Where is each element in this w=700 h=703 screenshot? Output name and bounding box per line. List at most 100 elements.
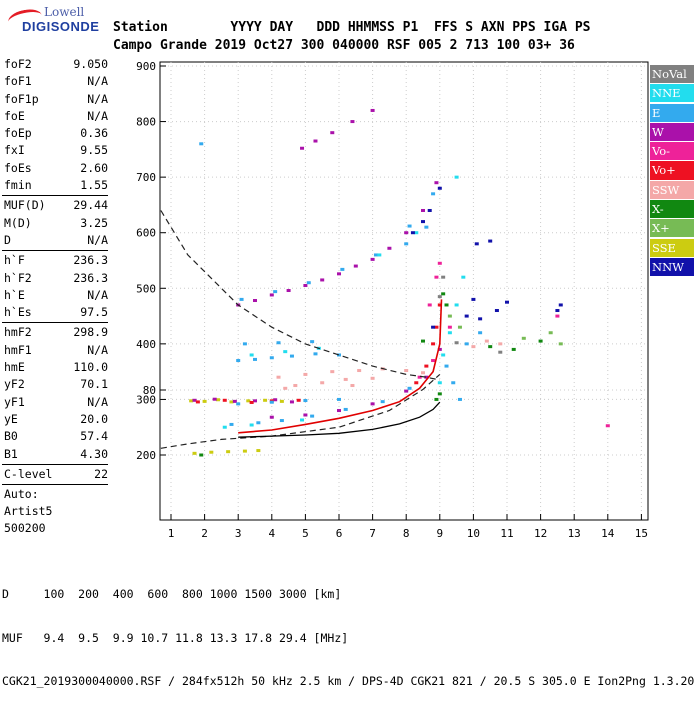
data-point — [303, 372, 308, 376]
data-point — [189, 399, 194, 403]
param-row: foF1 N/A — [2, 73, 108, 90]
param-label: hmF1 — [4, 342, 32, 357]
data-point — [441, 292, 446, 296]
data-point — [431, 325, 436, 329]
data-point — [330, 370, 335, 374]
data-point — [289, 400, 294, 404]
data-point — [249, 400, 254, 404]
x-tick-label: 8 — [403, 527, 410, 540]
param-value: N/A — [87, 394, 108, 409]
legend-item: E — [650, 103, 694, 122]
data-point — [471, 345, 476, 349]
param-row: hmF1 N/A — [2, 342, 108, 359]
data-point — [296, 398, 301, 402]
data-point — [464, 314, 469, 318]
data-point — [242, 449, 247, 453]
param-label: yE — [4, 411, 18, 426]
data-point — [407, 224, 412, 228]
data-point — [263, 398, 268, 402]
data-point — [357, 369, 362, 373]
header-label-yyyy: YYYY — [230, 20, 262, 35]
data-point — [253, 357, 257, 361]
data-point — [236, 359, 241, 363]
data-point — [343, 407, 348, 411]
param-label: foF1 — [4, 74, 32, 89]
data-point — [434, 325, 439, 329]
data-point — [256, 449, 261, 453]
data-point — [431, 359, 436, 363]
data-point — [441, 275, 446, 279]
header-label-axn: AXN — [480, 20, 505, 35]
legend-item: NNE — [650, 84, 694, 103]
header-label-ddd: DDD — [316, 20, 341, 35]
param-row: hmF2 298.9 — [2, 324, 108, 341]
data-point — [229, 400, 234, 404]
header-value-yyyy: 2019 — [214, 38, 247, 53]
data-point — [310, 414, 315, 418]
y-tick-label: 200 — [136, 449, 156, 462]
data-point — [202, 399, 207, 403]
header-value-pps: 100 — [496, 38, 521, 53]
data-point — [269, 415, 274, 419]
param-value: 0.36 — [80, 126, 108, 141]
data-point — [289, 354, 294, 358]
data-point — [444, 303, 449, 307]
legend-item: SSW — [650, 180, 694, 199]
header-value-station: Campo Grande — [113, 38, 207, 53]
data-point — [313, 352, 318, 356]
param-row: B1 4.30 — [2, 446, 108, 463]
profile-solid-curve — [238, 401, 441, 438]
data-point — [212, 397, 217, 401]
data-point — [404, 369, 409, 373]
x-tick-label: 15 — [635, 527, 648, 540]
legend-item: SSE — [650, 238, 694, 257]
param-label: foE — [4, 108, 25, 123]
param-label: B0 — [4, 429, 18, 444]
legend-item: W — [650, 122, 694, 142]
param-row: yF1 N/A — [2, 394, 108, 411]
trace-red-curve — [238, 299, 443, 434]
data-point — [437, 261, 442, 265]
data-point — [471, 297, 476, 301]
data-point — [276, 341, 281, 345]
x-tick-label: 7 — [369, 527, 376, 540]
param-label: h`F — [4, 253, 25, 268]
data-point — [370, 402, 375, 406]
param-row: foE N/A — [2, 108, 108, 125]
data-point — [457, 397, 462, 401]
data-point — [246, 399, 251, 403]
param-row: B0 57.4 — [2, 428, 108, 445]
scaled-parameters-panel: foF2 9.050 foF1 N/A foF1p N/A foE N/A foEp 0.36 fx… — [2, 56, 108, 537]
data-point — [424, 375, 429, 379]
auto-line: Artist5 — [4, 504, 53, 519]
param-value: N/A — [87, 342, 108, 357]
footer-distance-row: D 100 200 400 600 800 1000 1500 3000 [km… — [2, 587, 342, 601]
param-value: 9.050 — [73, 57, 108, 71]
data-point — [256, 421, 261, 425]
param-label: foEs — [4, 160, 32, 175]
data-point — [377, 253, 382, 257]
data-point — [320, 381, 325, 385]
data-point — [300, 418, 305, 422]
header-label-pps: PPS — [512, 20, 536, 35]
param-row: foEp 0.36 — [2, 125, 108, 142]
data-point — [283, 350, 288, 354]
data-point — [283, 386, 288, 390]
param-label: hmE — [4, 360, 25, 375]
data-point — [431, 192, 436, 196]
data-point — [447, 331, 452, 335]
polarization-legend: NoVal NNE E W Vo- Vo+ SSW X- X+ SSE NNW — [650, 65, 694, 277]
param-row: h`F2 236.3 — [2, 270, 108, 287]
data-point — [558, 303, 563, 307]
header-value-day: Oct27 — [253, 38, 294, 53]
header-label-station: Station — [113, 20, 168, 35]
data-point — [242, 342, 247, 346]
data-point — [273, 398, 278, 402]
y-tick-label: 400 — [136, 338, 156, 351]
data-point — [192, 451, 197, 455]
param-label: D — [4, 232, 11, 247]
y-tick-label: 500 — [136, 282, 156, 295]
lower-dashed-curve — [160, 373, 441, 449]
data-point — [558, 342, 563, 346]
param-value: N/A — [87, 108, 108, 123]
